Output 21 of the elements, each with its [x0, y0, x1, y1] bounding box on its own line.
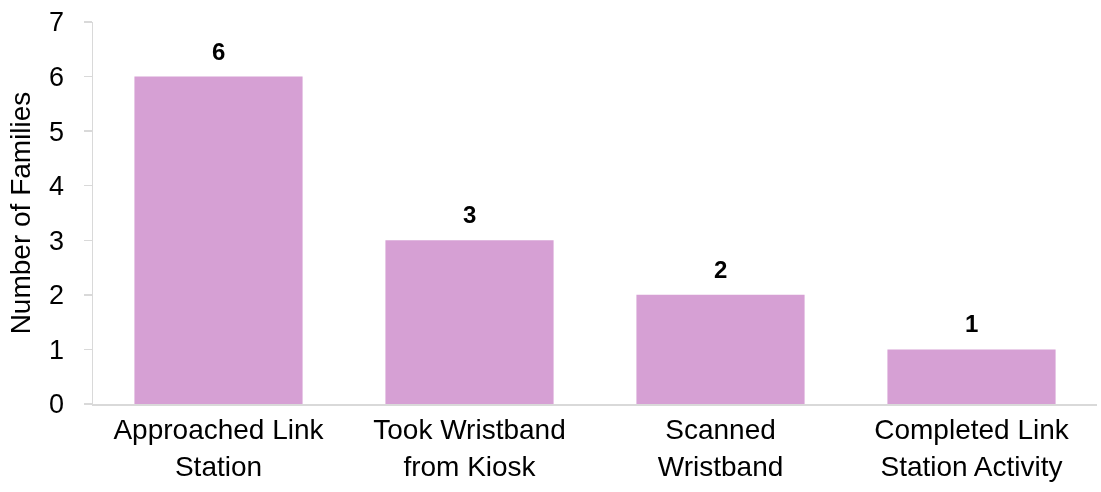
x-tick-label: Scanned Wristband [657, 414, 784, 482]
y-axis-title: Number of Families [5, 91, 37, 335]
y-tick-label: 4 [49, 171, 65, 202]
y-tick-label: 5 [49, 116, 65, 147]
data-label: 3 [463, 201, 477, 228]
x-tick-label: Completed Link Station Activity [874, 414, 1070, 482]
data-label: 1 [965, 310, 979, 337]
bar [385, 240, 554, 404]
y-tick-label: 1 [49, 334, 65, 365]
bar [636, 294, 805, 404]
x-tick-label: Took Wristband from Kiosk [373, 414, 566, 482]
y-tick-label: 3 [49, 225, 65, 256]
y-tick-label: 6 [49, 62, 65, 93]
bar [134, 76, 303, 404]
bar [887, 349, 1056, 404]
data-label: 2 [714, 256, 728, 283]
data-label: 6 [212, 38, 226, 65]
y-tick-label: 0 [49, 389, 65, 420]
y-tick-label: 2 [49, 280, 65, 311]
y-tick-label: 7 [49, 7, 65, 38]
x-tick-label: Approached Link Station [113, 414, 325, 482]
